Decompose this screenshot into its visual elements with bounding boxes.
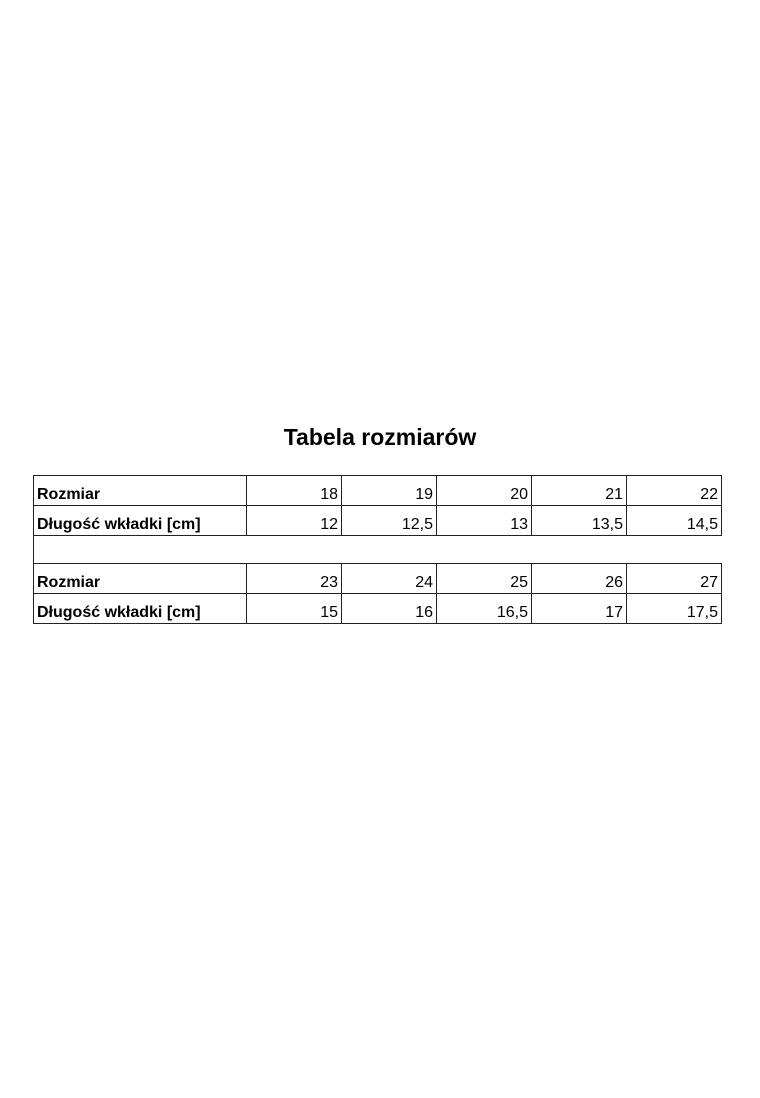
insole-length-row: Długość wkładki [cm] 12 12,5 13 13,5 14,5 — [33, 505, 722, 536]
spacer-row — [33, 535, 722, 564]
row-label: Długość wkładki [cm] — [33, 505, 247, 536]
row-label: Rozmiar — [33, 475, 247, 506]
size-row: Rozmiar 23 24 25 26 27 — [33, 563, 722, 594]
size-row: Rozmiar 18 19 20 21 22 — [33, 475, 722, 506]
table-cell: 27 — [626, 563, 722, 594]
spacer-cell — [33, 535, 722, 564]
table-cell: 19 — [341, 475, 437, 506]
table-cell: 22 — [626, 475, 722, 506]
table-cell: 17,5 — [626, 593, 722, 624]
table-cell: 20 — [436, 475, 532, 506]
page-title: Tabela rozmiarów — [283, 424, 477, 450]
table-cell: 12,5 — [341, 505, 437, 536]
table-cell: 25 — [436, 563, 532, 594]
table-cell: 21 — [531, 475, 627, 506]
table-cell: 23 — [246, 563, 342, 594]
table-cell: 26 — [531, 563, 627, 594]
table-cell: 15 — [246, 593, 342, 624]
table-cell: 24 — [341, 563, 437, 594]
table-cell: 16 — [341, 593, 437, 624]
table-cell: 16,5 — [436, 593, 532, 624]
table-cell: 17 — [531, 593, 627, 624]
table-cell: 14,5 — [626, 505, 722, 536]
row-label: Długość wkładki [cm] — [33, 593, 247, 624]
table-cell: 13,5 — [531, 505, 627, 536]
table-cell: 12 — [246, 505, 342, 536]
row-label: Rozmiar — [33, 563, 247, 594]
size-table: Rozmiar 18 19 20 21 22 Długość wkładki [cm] 12 1… — [33, 475, 722, 624]
table-cell: 18 — [246, 475, 342, 506]
table-cell: 13 — [436, 505, 532, 536]
insole-length-row: Długość wkładki [cm] 15 16 16,5 17 17,5 — [33, 593, 722, 624]
